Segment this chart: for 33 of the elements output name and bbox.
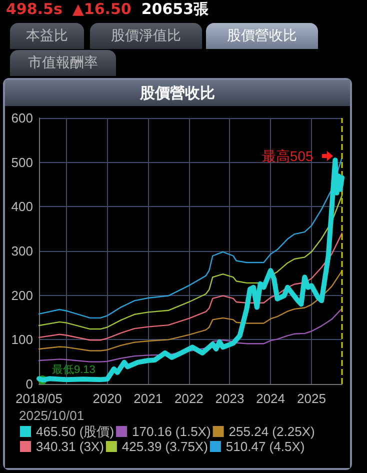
legend-label: 340.31 (3X): [36, 439, 104, 454]
legend-label: 510.47 (4.5X): [226, 439, 305, 454]
y-tick-label: 600: [11, 110, 33, 126]
text: 市值報酬率: [10, 50, 116, 76]
x-tick-label: 2023: [215, 391, 244, 406]
x-tick-label: 2021: [134, 391, 163, 406]
y-tick-label: 200: [11, 288, 33, 303]
legend-label: 255.24 (2.25X): [228, 424, 315, 439]
text: ▲16.50: [72, 0, 132, 18]
x-tick-label: 2018/05: [16, 391, 62, 406]
legend-label: 425.39 (3.75X): [122, 439, 208, 454]
line-series: [38, 270, 343, 352]
text: 股價營收比: [206, 23, 318, 49]
text: 20653張: [141, 0, 209, 18]
y-tick-label: 300: [11, 244, 33, 258]
line-series: [38, 232, 343, 341]
x-tick-label: 2022: [174, 391, 204, 406]
y-tick-label: 500: [11, 154, 33, 170]
y-tick-label: 0: [26, 376, 33, 392]
text: 本益比: [10, 23, 84, 49]
x-tick-label: 2024: [256, 391, 286, 406]
annotation: 最高505: [262, 148, 314, 164]
text: 2025/10/01: [19, 408, 84, 423]
x-tick-label: 2020: [92, 391, 122, 406]
text: 498.5s: [6, 0, 62, 18]
text: 股價淨值比: [90, 23, 202, 49]
legend-label: 170.16 (1.5X): [132, 424, 211, 439]
x-tick-label: 2025: [297, 391, 326, 406]
chart-title: 股價營收比: [5, 80, 350, 106]
y-tick-label: 100: [11, 332, 33, 348]
legend-label: 465.50 (股價): [36, 424, 114, 439]
y-tick-label: 400: [11, 199, 33, 214]
line-series: [38, 194, 343, 330]
